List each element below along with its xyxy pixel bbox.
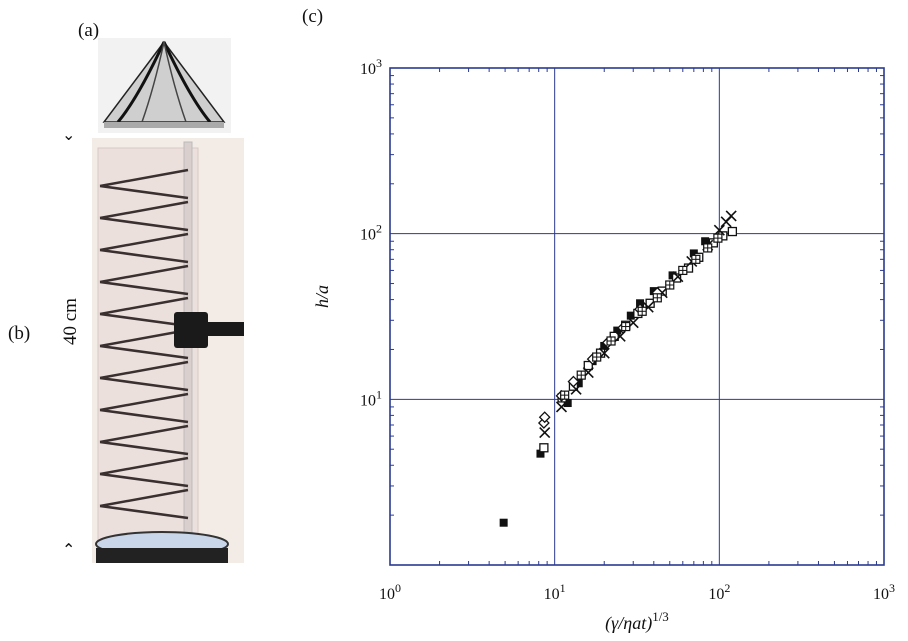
arrow-up-icon: ⌃ bbox=[62, 540, 76, 559]
panel-label-a: (a) bbox=[78, 20, 100, 41]
data-point bbox=[606, 336, 616, 346]
panel-label-b: (b) bbox=[8, 323, 31, 344]
plot-frame bbox=[389, 67, 885, 566]
data-point bbox=[637, 306, 647, 316]
x-tick-label: 100 bbox=[379, 581, 401, 603]
x-tick-label: 102 bbox=[708, 581, 730, 603]
data-point bbox=[725, 210, 737, 222]
data-point bbox=[626, 311, 635, 320]
data-point bbox=[583, 360, 593, 371]
data-point bbox=[592, 352, 602, 362]
data-point bbox=[621, 321, 631, 332]
data-point bbox=[567, 375, 580, 388]
data-point bbox=[560, 390, 570, 400]
data-point bbox=[538, 411, 551, 424]
photo-a-triangle bbox=[98, 38, 231, 133]
data-point bbox=[555, 401, 568, 413]
arrow-down-icon: ⌄ bbox=[62, 125, 76, 144]
x-tick-label: 103 bbox=[873, 581, 895, 603]
data-point bbox=[563, 399, 572, 408]
data-point bbox=[652, 293, 662, 303]
data-point bbox=[574, 379, 583, 388]
data-point bbox=[691, 254, 701, 264]
data-point bbox=[499, 518, 508, 527]
data-point bbox=[539, 427, 551, 439]
x-tick-label: 101 bbox=[544, 581, 566, 603]
x-axis-title: (γ/ηat)1/3 bbox=[605, 609, 669, 634]
data-point bbox=[713, 233, 723, 243]
data-point bbox=[539, 443, 549, 453]
data-point bbox=[576, 370, 586, 380]
y-axis-title: h/a bbox=[312, 285, 332, 308]
data-point bbox=[689, 249, 698, 258]
data-point bbox=[678, 265, 688, 276]
data-point bbox=[613, 326, 622, 335]
data-point bbox=[703, 243, 713, 253]
photo-b-column bbox=[92, 138, 244, 563]
data-point bbox=[665, 280, 675, 290]
y-tick-label: 103 bbox=[360, 56, 382, 78]
data-point bbox=[645, 298, 655, 308]
data-point bbox=[713, 224, 725, 236]
y-tick-label: 102 bbox=[360, 222, 382, 244]
data-point bbox=[536, 449, 545, 458]
data-point bbox=[701, 237, 710, 246]
panel-label-c: (c) bbox=[302, 6, 324, 27]
y-tick-label: 101 bbox=[360, 387, 382, 409]
data-point bbox=[727, 226, 738, 237]
data-point bbox=[600, 341, 609, 350]
